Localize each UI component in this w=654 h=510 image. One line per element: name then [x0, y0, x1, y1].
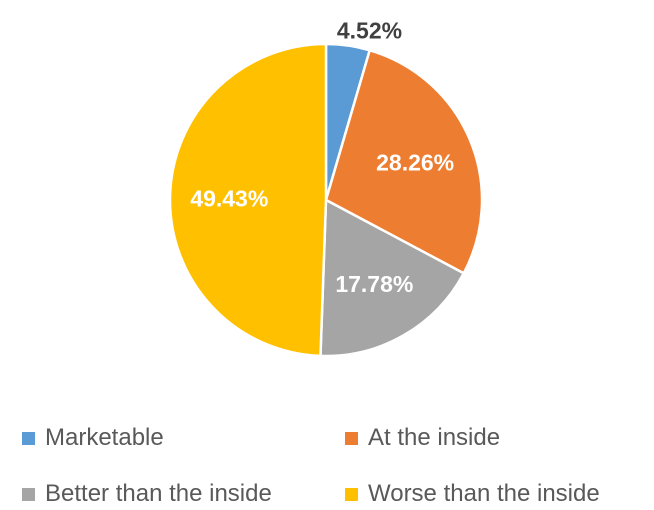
- data-label-at-the-inside: 28.26%: [376, 149, 454, 175]
- data-label-marketable: 4.52%: [337, 18, 402, 44]
- data-label-better-than-the-inside: 17.78%: [335, 271, 413, 297]
- pie-slices: [168, 42, 484, 358]
- pie-slice-better-than-the-inside: [319, 198, 465, 358]
- pie-slice-at-the-inside: [324, 49, 484, 275]
- pie-slice-worse-than-the-inside: [168, 42, 328, 358]
- data-label-worse-than-the-inside: 49.43%: [190, 185, 268, 211]
- pie-data-labels: 4.52% 28.26% 17.78% 49.43%: [190, 18, 454, 297]
